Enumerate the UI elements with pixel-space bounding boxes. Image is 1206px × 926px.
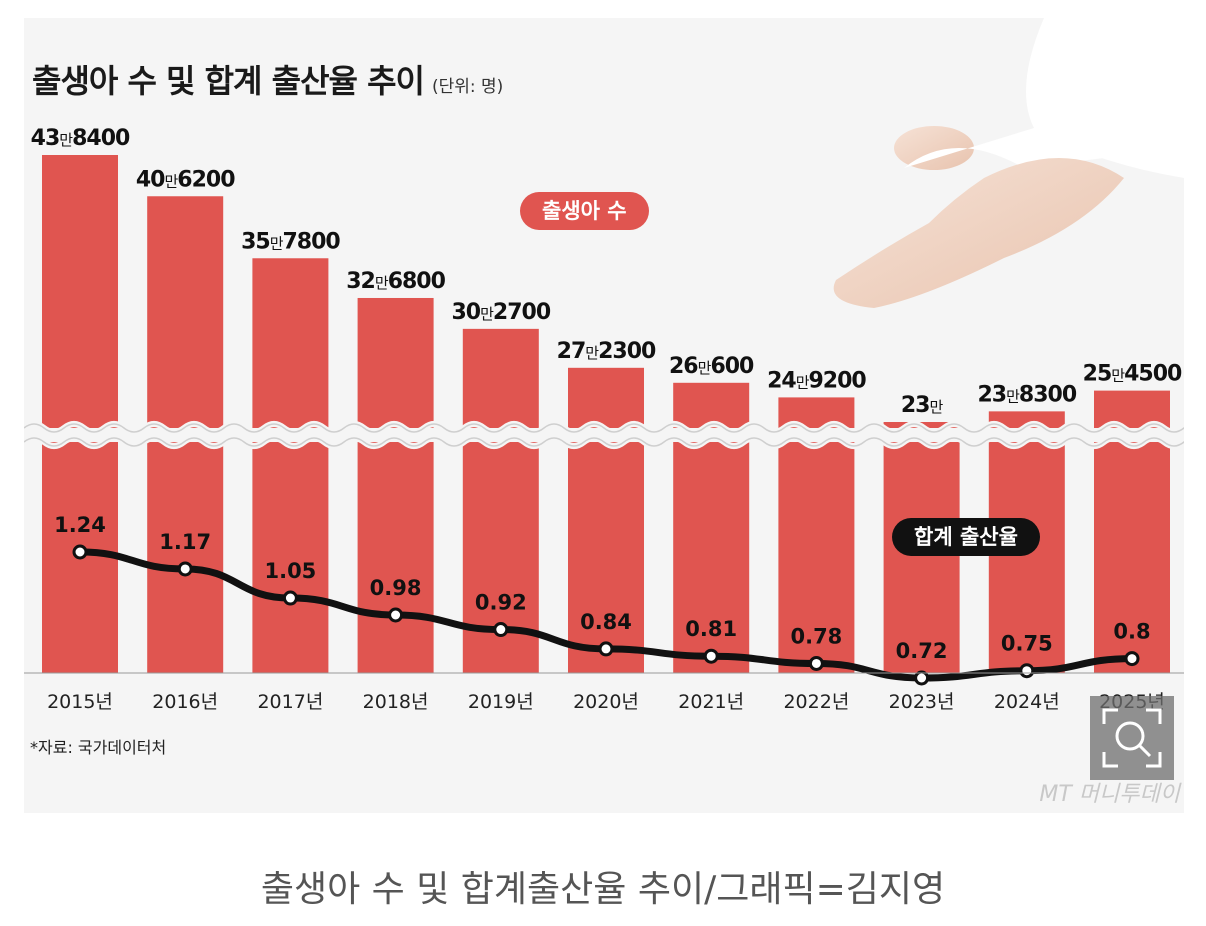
x-tick-label: 2016년	[152, 691, 218, 713]
fertility-point	[1019, 663, 1035, 679]
x-tick-label: 2024년	[994, 691, 1060, 713]
fertility-value-label: 0.8	[1113, 620, 1150, 644]
bar-2019년	[462, 328, 539, 673]
fertility-series-pill: 합계 출산율	[892, 518, 1040, 556]
chart-title: 출생아 수 및 합계 출산율 추이 (단위: 명)	[32, 56, 503, 102]
baby-feet-photo	[833, 18, 1184, 308]
bar-value-label: 25만4500	[1083, 362, 1182, 387]
fertility-point	[808, 655, 824, 671]
fertility-value-label: 1.05	[264, 559, 316, 583]
fertility-value-label: 0.92	[475, 591, 527, 615]
fertility-point	[1124, 651, 1140, 667]
fertility-value-label: 0.72	[896, 639, 948, 663]
bar-value-label: 23만	[901, 393, 944, 418]
source-note: *자료: 국가데이터처	[30, 738, 167, 757]
bar-value-label: 23만8300	[977, 382, 1076, 407]
fertility-point	[72, 544, 88, 560]
fertility-value-label: 0.98	[370, 576, 422, 600]
zoom-icon	[1102, 708, 1162, 768]
fertility-point	[703, 648, 719, 664]
fertility-value-label: 0.84	[580, 610, 632, 634]
fertility-point	[177, 561, 193, 577]
fertility-value-label: 0.78	[790, 624, 842, 648]
axis-break	[24, 421, 1184, 449]
bar-value-label: 30만2700	[451, 300, 550, 325]
births-series-pill: 출생아 수	[520, 192, 649, 230]
x-tick-label: 2020년	[573, 691, 639, 713]
bar-value-label: 26만600	[669, 354, 754, 379]
bar-value-label: 24만9200	[767, 368, 866, 393]
fertility-value-label: 0.75	[1001, 632, 1053, 656]
x-tick-label: 2017년	[257, 691, 323, 713]
fertility-point	[282, 590, 298, 606]
fertility-point	[388, 607, 404, 623]
zoom-button[interactable]	[1090, 696, 1174, 780]
figure-caption: 출생아 수 및 합계출산율 추이/그래픽=김지영	[260, 869, 946, 910]
x-tick-label: 2022년	[783, 691, 849, 713]
bar-value-label: 43만8400	[31, 126, 130, 151]
unit-label: (단위: 명)	[431, 77, 504, 97]
bar-value-label: 35만7800	[241, 229, 340, 254]
chart-title-text: 출생아 수 및 합계 출산율 추이	[32, 62, 425, 100]
bar-2015년	[42, 155, 118, 673]
fertility-point	[493, 622, 509, 638]
fertility-point	[914, 670, 930, 686]
x-axis-tick-labels: 2015년 2016년 2017년 2018년 2019년 2020년 2021년 2022년…	[24, 672, 1184, 713]
x-tick-label: 2018년	[363, 691, 429, 713]
fertility-value-label: 1.24	[54, 513, 106, 537]
bar-2020년	[568, 367, 644, 673]
fertility-line-group	[72, 544, 1140, 686]
fertility-line	[79, 548, 1133, 682]
fertility-labels-group: 1.24 1.17 1.05 0.98 0.92 0.84 0.81 0.78 0.72 0.75…	[54, 513, 1151, 663]
bar-value-label: 40만6200	[136, 167, 235, 192]
bar-value-label: 32만6800	[346, 269, 445, 294]
x-tick-label: 2019년	[468, 691, 534, 713]
fertility-value-label: 0.81	[685, 617, 737, 641]
bar-2017년	[252, 258, 329, 673]
fertility-value-label: 1.17	[159, 530, 211, 554]
watermark: MT 머니투데이	[1039, 782, 1180, 807]
fertility-point	[598, 641, 614, 657]
x-tick-label: 2015년	[47, 691, 113, 713]
x-tick-label: 2023년	[889, 691, 955, 713]
bar-value-label: 27만2300	[557, 339, 656, 364]
chart-figure: 43만8400 40만6200 35만7800 32만6800 30만2700 27만23…	[24, 18, 1184, 813]
x-tick-label: 2021년	[678, 691, 744, 713]
